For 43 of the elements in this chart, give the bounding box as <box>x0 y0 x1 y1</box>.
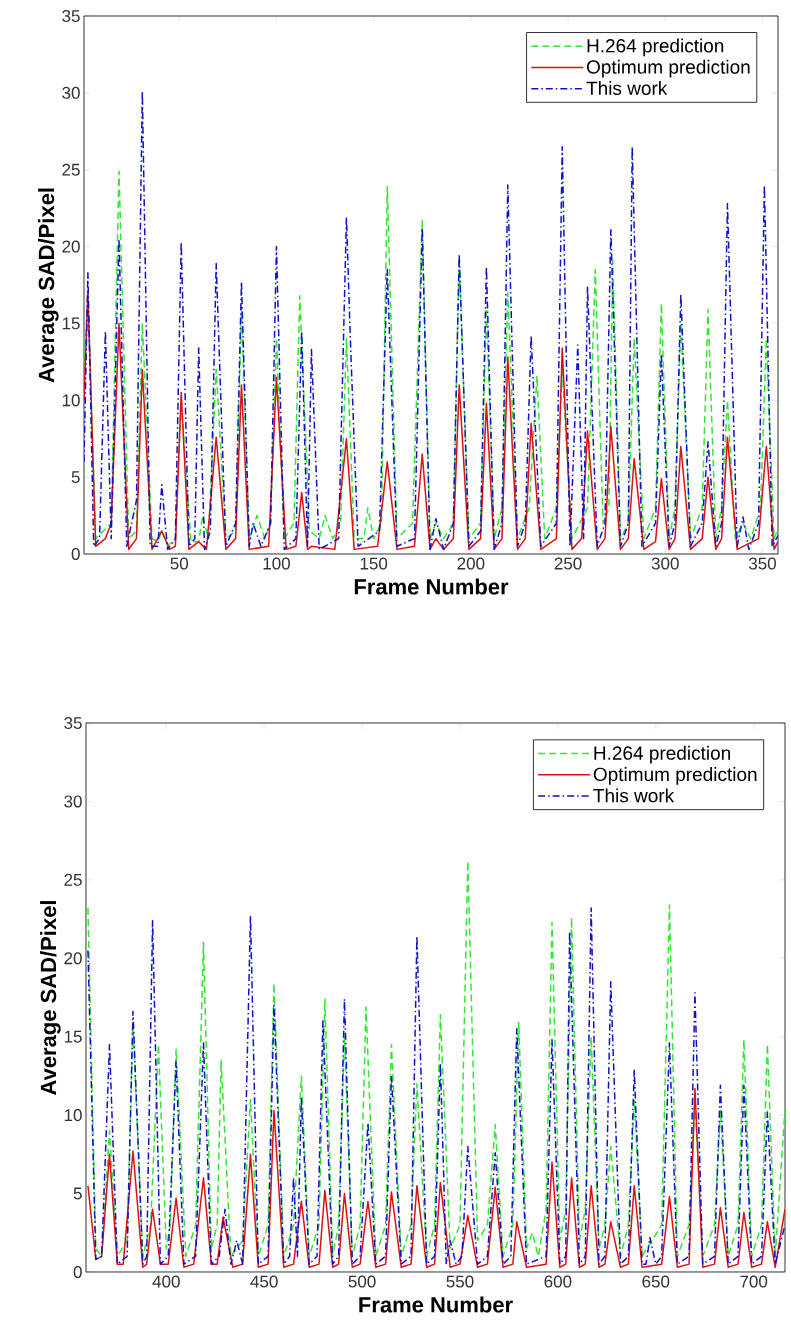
y-tick-label: 35 <box>62 9 80 23</box>
y-tick-label: 5 <box>73 1187 82 1200</box>
y-tick-label: 20 <box>64 952 82 965</box>
y-tick-label: 0 <box>71 547 80 561</box>
legend-label: H.264 prediction <box>587 38 724 57</box>
x-tick-label: 500 <box>348 1275 376 1288</box>
y-tick-label: 30 <box>62 86 80 99</box>
y-tick-label: 15 <box>62 317 80 330</box>
y-tick-label: 35 <box>64 716 82 730</box>
y-tick-label: 15 <box>64 1030 82 1043</box>
y-tick-label: 5 <box>71 471 80 484</box>
line-series <box>87 1087 785 1269</box>
legend-label: This work <box>586 81 668 96</box>
x-tick-label: 450 <box>250 1275 278 1288</box>
x-tick-label: 50 <box>170 557 189 570</box>
x-tick-label: 600 <box>544 1275 572 1288</box>
x-tick-label: 550 <box>446 1275 474 1288</box>
y-axis-title: Average SAD/Pixel <box>40 901 61 1095</box>
y-tick-label: 25 <box>64 873 82 886</box>
x-axis-title: Frame Number <box>354 578 509 595</box>
x-tick-label: 650 <box>642 1275 670 1288</box>
y-axis-title: Average SAD/Pixel <box>38 188 59 383</box>
line-series <box>84 170 778 546</box>
x-tick-label: 200 <box>457 557 485 570</box>
y-tick-label: 10 <box>62 394 80 407</box>
y-tick-label: 0 <box>73 1265 82 1279</box>
line-series <box>84 291 778 551</box>
x-tick-label: 100 <box>263 557 290 570</box>
y-tick-label: 20 <box>62 240 80 253</box>
y-tick-label: 25 <box>62 163 80 176</box>
x-tick-label: 150 <box>360 557 388 570</box>
x-tick-label: 250 <box>554 557 582 570</box>
x-tick-label: 700 <box>740 1275 768 1288</box>
x-axis-title: Frame Number <box>359 1296 513 1313</box>
legend-label: Optimum prediction <box>586 59 750 78</box>
x-tick-label: 400 <box>152 1275 180 1288</box>
legend-label: This work <box>593 788 675 803</box>
y-tick-label: 10 <box>64 1109 82 1122</box>
y-tick-label: 30 <box>64 795 82 808</box>
legend-label: Optimum prediction <box>593 767 757 785</box>
x-tick-label: 300 <box>651 557 679 570</box>
legend-label: H.264 prediction <box>594 745 730 764</box>
x-tick-label: 350 <box>748 557 776 570</box>
